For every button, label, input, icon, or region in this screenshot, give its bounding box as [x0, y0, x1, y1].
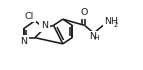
Text: NH: NH: [104, 17, 118, 26]
Text: O: O: [81, 8, 88, 17]
Text: N: N: [41, 21, 48, 30]
Text: N: N: [90, 32, 97, 41]
Text: H: H: [93, 35, 99, 41]
Text: 2: 2: [113, 22, 117, 28]
Text: N: N: [21, 37, 28, 46]
Text: Cl: Cl: [25, 12, 34, 21]
